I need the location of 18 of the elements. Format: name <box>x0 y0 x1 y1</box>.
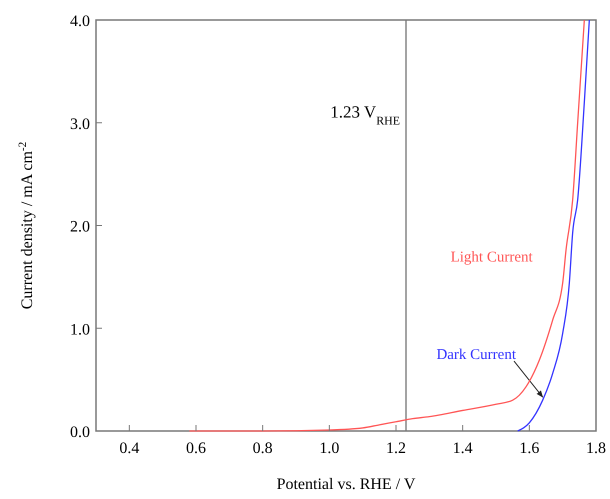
x-tick-label: 1.8 <box>586 440 606 457</box>
x-axis-title: Potential vs. RHE / V <box>276 476 416 493</box>
x-tick-label: 1.6 <box>519 440 540 457</box>
line-series <box>188 19 585 432</box>
x-tick-label: 0.4 <box>119 440 140 457</box>
x-tick-label: 1.4 <box>452 440 473 457</box>
text: Light Current <box>450 249 534 266</box>
y-tick-label: 1.0 <box>70 321 90 338</box>
y-tick-label: 3.0 <box>70 116 90 133</box>
x-tick-label: 0.8 <box>252 440 273 457</box>
x-tick-label: 0.6 <box>186 440 206 457</box>
text: Dark Current <box>436 347 517 364</box>
y-tick-label: 2.0 <box>70 218 90 236</box>
x-tick-label: 1.2 <box>386 440 406 457</box>
x-tick-label: 1.0 <box>319 440 340 457</box>
y-tick-label: 4.0 <box>70 13 90 30</box>
ref-line-label: 1.23 V$_{RHE}$ <box>330 102 400 128</box>
y-tick-label: 0.0 <box>70 424 90 441</box>
